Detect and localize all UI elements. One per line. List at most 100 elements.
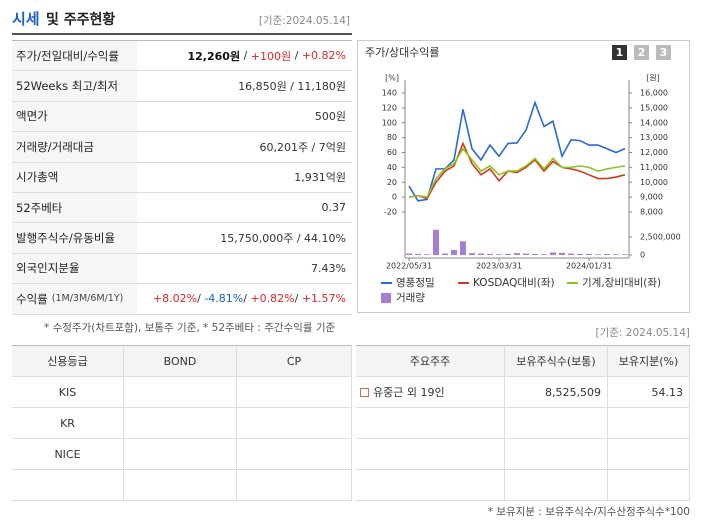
volume-bar xyxy=(613,254,619,255)
table-cell xyxy=(124,408,237,439)
tick-label: 100 xyxy=(382,118,397,127)
x-tick-label: 2023/03/31 xyxy=(476,262,522,271)
tab-label: 1 xyxy=(616,46,624,59)
tick-label: 10,000 xyxy=(640,178,668,187)
tick-label: 0 xyxy=(392,193,397,202)
value-part: +8.02% xyxy=(152,292,198,306)
table-cell xyxy=(505,439,608,470)
label-text: 52Weeks 최고/최저 xyxy=(16,79,118,94)
rule xyxy=(12,40,352,41)
volume-bar xyxy=(577,253,583,255)
value-part: / xyxy=(197,292,205,306)
table-cell xyxy=(237,439,352,470)
column-header: 신용등급 xyxy=(12,345,124,377)
tab[interactable] xyxy=(634,45,649,60)
chart-title: 주가/상대수익률 xyxy=(365,46,440,59)
label-text: 시가총액 xyxy=(16,170,59,185)
table-cell xyxy=(356,408,505,439)
volume-bar xyxy=(586,253,592,255)
table-cell: 54.13 xyxy=(608,377,690,408)
legend-label: KOSDAQ대비(좌) xyxy=(473,277,555,289)
table-cell xyxy=(12,470,124,501)
value-part: / xyxy=(243,292,251,306)
tab-label: 2 xyxy=(638,46,646,59)
cell-text: KR xyxy=(60,416,75,430)
volume-bar xyxy=(415,253,421,255)
tick-label: 11,000 xyxy=(640,163,668,172)
table-cell xyxy=(608,408,690,439)
table-cell xyxy=(237,470,352,501)
row-value: 500원 xyxy=(137,102,352,133)
column-header: 보유지분(%) xyxy=(608,345,690,377)
label-text: 거래량/거래대금 xyxy=(16,139,94,154)
row-label: 외국인지분율 xyxy=(12,253,137,285)
tick-label: 120 xyxy=(382,103,397,112)
value-part: / xyxy=(291,49,302,63)
row-label: 발행주식수/유동비율 xyxy=(12,223,137,254)
tick-label: 16,000 xyxy=(640,89,668,98)
volume-bar xyxy=(487,253,493,255)
row-label: 액면가 xyxy=(12,101,137,133)
table-cell xyxy=(505,408,608,439)
expand-icon[interactable] xyxy=(360,387,369,397)
value-part: +100원 xyxy=(250,49,292,63)
table-cell xyxy=(608,439,690,470)
row-label: 수익률 (1M/3M/6M/1Y) xyxy=(12,284,137,315)
label-text: 52주베타 xyxy=(16,200,63,215)
row-value: +8.02% / -4.81% / +0.82% / +1.57% xyxy=(137,284,352,315)
volume-bar xyxy=(622,254,628,255)
table-cell: KR xyxy=(12,408,124,439)
tab[interactable] xyxy=(656,45,671,60)
x-tick-label: 2022/05/31 xyxy=(386,262,432,271)
table-cell xyxy=(124,439,237,470)
series-line xyxy=(408,147,626,199)
row-value: 12,260원 / +100원 / +0.82% xyxy=(137,41,352,72)
value-part: / xyxy=(240,49,251,63)
label-text: 주가/전일대비/수익률 xyxy=(16,48,119,63)
table-cell xyxy=(505,470,608,501)
tab-label: 3 xyxy=(660,46,668,59)
tick-label: 40 xyxy=(387,163,397,172)
volume-bar xyxy=(541,254,547,255)
tick-label: 14,000 xyxy=(640,118,668,127)
table-cell xyxy=(237,377,352,408)
value-part: -4.81% xyxy=(204,292,244,306)
column-header: 보유주식수(보통) xyxy=(505,345,608,377)
volume-bar xyxy=(442,253,448,255)
x-tick-label: 2024/01/31 xyxy=(566,262,612,271)
volume-bar xyxy=(559,252,565,255)
row-value: 0.37 xyxy=(137,193,352,224)
column-header: CP xyxy=(237,345,352,377)
value-part: +0.82% xyxy=(301,49,346,63)
table-cell: KIS xyxy=(12,377,124,408)
row-label: 주가/전일대비/수익률 xyxy=(12,41,137,72)
table-cell xyxy=(237,408,352,439)
note: * 수정주가(차트포함), 보통주 기준, * 52주베타 : 주간수익률 기준 xyxy=(44,322,336,334)
volume-bar xyxy=(496,254,502,255)
volume-bar xyxy=(505,253,511,255)
value-part: +1.57% xyxy=(301,292,346,306)
row-label: 52주베타 xyxy=(12,193,137,224)
tick-label: 9,000 xyxy=(640,193,663,202)
volume-bar xyxy=(523,253,529,255)
tick-label: 60 xyxy=(387,148,397,157)
cell-text: NICE xyxy=(54,447,81,461)
tick-label: 2,500,000 xyxy=(640,233,681,242)
legend-label: 기계,장비대비(좌) xyxy=(582,277,661,289)
tick-label: 140 xyxy=(382,89,397,98)
value-part: 1,931억원 xyxy=(294,171,346,185)
cell-text: 8,525,509 xyxy=(545,385,601,399)
volume-bar xyxy=(460,241,466,255)
tab[interactable] xyxy=(612,45,627,60)
table-cell: 8,525,509 xyxy=(505,377,608,408)
cell-text: 유중근 외 19인 xyxy=(373,386,445,399)
value-part: 7.43% xyxy=(311,261,346,275)
volume-bar xyxy=(406,253,412,255)
chart-frame xyxy=(357,40,690,313)
subtitle: 및 주주현황 xyxy=(46,12,116,28)
tick-label: 80 xyxy=(387,133,397,142)
value-part: 15,750,000주 / 44.10% xyxy=(220,232,346,246)
label-text: 액면가 xyxy=(16,109,48,124)
row-value: 7.43% xyxy=(137,254,352,285)
